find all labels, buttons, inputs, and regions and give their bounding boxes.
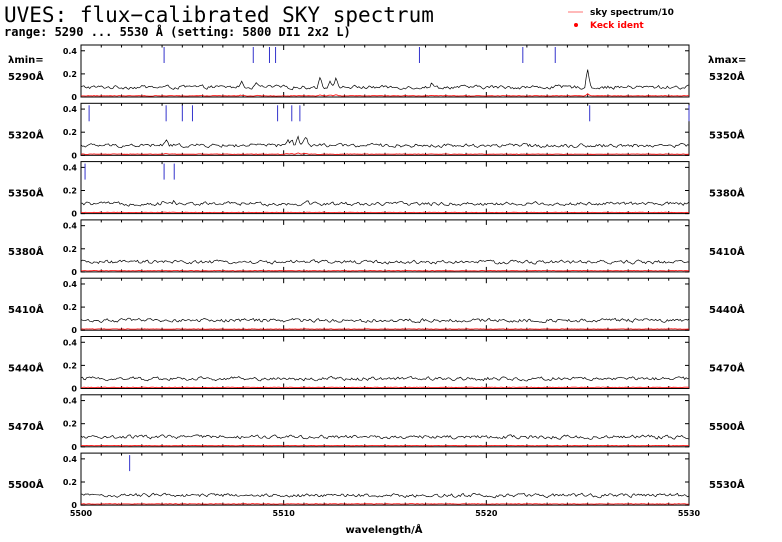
panel-4: 0 0.2 0.4 5380Å 5410Å [8, 219, 745, 277]
lambda-min-label: 5350Å [8, 187, 44, 200]
y-tick-label: 0.4 [63, 222, 78, 231]
y-tick-label: 0.4 [63, 455, 78, 464]
panel-5: 0 0.2 0.4 5410Å 5440Å [8, 277, 745, 335]
panel-6: 0 0.2 0.4 5440Å 5470Å [8, 336, 745, 394]
y-tick-label: 0 [71, 443, 77, 452]
lambda-max-label: 5500Å [709, 420, 745, 433]
flux-spectrum-line [80, 259, 690, 265]
panel-1: 0 0.2 0.4 5290Å 5320Å [8, 44, 745, 102]
flux-spectrum-line [80, 434, 690, 440]
sky-spectrum-line [80, 503, 690, 505]
y-tick-label: 0.2 [63, 186, 77, 195]
flux-spectrum-line [80, 492, 690, 499]
panel-3: 0 0.2 0.4 5350Å 5380Å [8, 161, 745, 219]
panel-7: 0 0.2 0.4 5470Å 5500Å [8, 394, 745, 452]
y-tick-label: 0.2 [63, 70, 77, 79]
sky-spectrum-line [80, 93, 690, 97]
lambda-min-label: 5380Å [8, 245, 44, 258]
y-tick-label: 0 [71, 268, 77, 277]
figure-subtitle: range: 5290 ... 5530 Å (setting: 5800 DI… [4, 24, 351, 39]
legend-keck-label: Keck ident [590, 21, 644, 31]
lambda-max-label: 5530Å [709, 478, 745, 491]
lambda-max-label: 5470Å [709, 362, 745, 375]
y-tick-label: 0 [71, 210, 77, 219]
y-tick-label: 0 [71, 151, 77, 160]
sky-spectrum-line [80, 386, 690, 389]
y-tick-label: 0 [71, 326, 77, 335]
lambda-max-label: 5320Å [709, 70, 745, 83]
panel-frame [80, 394, 690, 448]
x-tick-label: 5500 [70, 509, 93, 518]
sky-spectrum-line [80, 211, 689, 214]
x-tick-label: 5530 [678, 509, 701, 518]
flux-spectrum-line [80, 135, 690, 149]
legend-keck-marker [574, 23, 578, 27]
panel-2: 0 0.2 0.4 5320Å 5350Å [8, 102, 745, 160]
flux-spectrum-line [80, 317, 690, 324]
y-tick-label: 0.2 [63, 478, 77, 487]
y-tick-label: 0.4 [63, 163, 78, 172]
y-tick-label: 0.2 [63, 361, 77, 370]
panel-8: 0 0.2 0.4 5500Å 5530Å 5500 5510 5520 5530 [8, 452, 745, 518]
lambda-max-header: λmax= [708, 55, 746, 66]
lambda-min-label: 5410Å [8, 303, 44, 316]
y-tick-label: 0.4 [63, 280, 78, 289]
lambda-min-label: 5440Å [8, 362, 44, 375]
sky-spectrum-line [80, 270, 690, 272]
y-tick-label: 0.4 [63, 105, 78, 114]
lambda-min-label: 5500Å [8, 478, 44, 491]
panels-group: 0 0.2 0.4 5290Å 5320Å 0 0.2 0.4 5320Å 5350Å 0 0.2 0.… [8, 44, 745, 518]
lambda-max-label: 5380Å [709, 187, 745, 200]
sky-spectrum-line [80, 328, 690, 330]
sky-spectrum-line [80, 444, 689, 447]
y-tick-label: 0.4 [63, 47, 78, 56]
x-tick-label: 5520 [475, 509, 498, 518]
lambda-max-label: 5350Å [709, 128, 745, 141]
flux-spectrum-line [80, 199, 690, 207]
y-tick-label: 0.2 [63, 303, 77, 312]
lambda-max-label: 5410Å [709, 245, 745, 258]
flux-spectrum-line [80, 375, 690, 382]
panel-frame [80, 219, 690, 273]
panel-frame [80, 102, 690, 156]
lambda-min-label: 5290Å [8, 70, 44, 83]
y-tick-label: 0.4 [63, 338, 78, 347]
sky-spectrum-line [80, 152, 690, 155]
y-tick-label: 0.4 [63, 397, 78, 406]
y-tick-label: 0.2 [63, 245, 77, 254]
y-tick-label: 0.2 [63, 128, 77, 137]
x-axis-label: wavelength/Å [345, 523, 422, 536]
y-tick-label: 0 [71, 501, 77, 510]
x-tick-label: 5510 [273, 509, 296, 518]
figure-title: UVES: flux−calibrated SKY spectrum [4, 3, 434, 27]
panel-frame [80, 336, 690, 389]
lambda-max-label: 5440Å [709, 303, 745, 316]
y-tick-label: 0 [71, 93, 77, 102]
y-tick-label: 0.2 [63, 420, 77, 429]
y-tick-label: 0 [71, 385, 77, 394]
panel-frame [80, 161, 690, 215]
lambda-min-label: 5470Å [8, 420, 44, 433]
legend-sky-label: sky spectrum/10 [590, 8, 674, 18]
lambda-min-header: λmin= [8, 55, 44, 66]
panel-frame [80, 277, 690, 331]
lambda-min-label: 5320Å [8, 128, 44, 141]
flux-spectrum-line [80, 69, 690, 91]
